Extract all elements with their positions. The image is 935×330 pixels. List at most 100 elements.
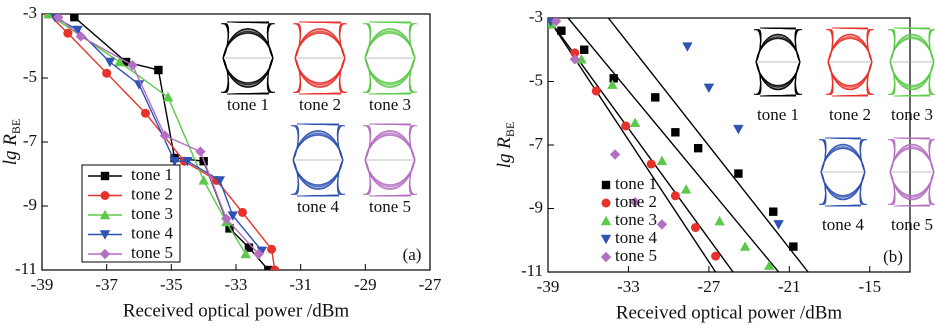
legend-marker bbox=[601, 235, 611, 244]
eye-diagram bbox=[363, 124, 417, 196]
marker bbox=[647, 160, 656, 169]
marker bbox=[789, 242, 797, 250]
eye-diagram bbox=[888, 28, 935, 96]
inset-label: tone 2 bbox=[829, 105, 871, 124]
marker bbox=[657, 219, 667, 229]
marker bbox=[714, 216, 724, 225]
fit-line bbox=[568, 18, 778, 272]
inset-label: tone 1 bbox=[757, 105, 799, 124]
marker bbox=[711, 252, 720, 261]
y-tick-label: -11 bbox=[521, 261, 543, 280]
marker bbox=[740, 241, 750, 250]
inset-label: tone 3 bbox=[369, 95, 411, 114]
marker bbox=[609, 74, 617, 82]
marker bbox=[671, 191, 680, 200]
y-axis-title-sub: BE bbox=[9, 119, 23, 134]
marker bbox=[592, 87, 601, 96]
legend-marker bbox=[101, 191, 110, 200]
x-tick-label: -27 bbox=[419, 275, 442, 294]
marker bbox=[694, 144, 702, 152]
panel-label: (b) bbox=[883, 247, 903, 266]
eye-diagram bbox=[293, 22, 347, 94]
legend-label: tone 4 bbox=[131, 223, 174, 242]
marker bbox=[141, 109, 150, 118]
marker bbox=[671, 128, 679, 136]
marker bbox=[733, 125, 743, 134]
marker bbox=[681, 184, 691, 193]
y-axis-title-main: lg R bbox=[494, 137, 515, 169]
marker bbox=[657, 156, 667, 165]
marker bbox=[195, 146, 205, 156]
marker bbox=[704, 84, 714, 93]
y-axis-title-main: lg R bbox=[0, 134, 21, 166]
inset-label: tone 3 bbox=[891, 105, 933, 124]
y-tick-label: -3 bbox=[529, 7, 543, 26]
x-axis-title: Received optical power /dBm bbox=[616, 302, 843, 323]
marker bbox=[557, 27, 565, 35]
legend-label: tone 4 bbox=[615, 228, 658, 247]
plot-area bbox=[545, 16, 808, 272]
inset-label: tone 5 bbox=[369, 197, 411, 216]
legend-marker bbox=[601, 216, 611, 225]
inset-label: tone 1 bbox=[227, 95, 269, 114]
y-axis-title: lg RBE bbox=[494, 122, 516, 168]
legend-label: tone 1 bbox=[131, 165, 173, 184]
legend-label: tone 5 bbox=[131, 243, 173, 262]
marker bbox=[267, 245, 276, 254]
eye-diagram bbox=[826, 28, 874, 96]
marker bbox=[621, 121, 630, 130]
marker bbox=[238, 208, 247, 217]
marker bbox=[580, 46, 588, 54]
eye-diagram bbox=[291, 124, 345, 196]
marker bbox=[102, 69, 111, 78]
legend-marker bbox=[602, 199, 611, 208]
legend-label: tone 3 bbox=[131, 204, 173, 223]
y-axis-title-sub: BE bbox=[503, 122, 517, 137]
marker bbox=[734, 169, 742, 177]
marker bbox=[163, 92, 173, 101]
y-tick-label: -11 bbox=[15, 259, 37, 278]
legend-label: tone 2 bbox=[615, 192, 657, 211]
legend-marker bbox=[601, 252, 611, 262]
x-tick-label: -29 bbox=[354, 275, 377, 294]
eye-diagram bbox=[819, 138, 867, 206]
marker bbox=[630, 118, 640, 127]
x-tick-label: -27 bbox=[698, 277, 721, 296]
eye-diagram bbox=[221, 22, 275, 94]
legend-label: tone 3 bbox=[615, 210, 657, 229]
marker bbox=[270, 266, 279, 275]
eye-diagram bbox=[754, 28, 802, 96]
marker bbox=[773, 220, 783, 229]
inset-label: tone 2 bbox=[299, 95, 341, 114]
marker bbox=[610, 149, 620, 159]
x-tick-label: -21 bbox=[778, 277, 801, 296]
marker bbox=[154, 66, 162, 74]
y-tick-label: -3 bbox=[23, 3, 37, 22]
x-tick-label: -35 bbox=[160, 275, 183, 294]
y-tick-label: -7 bbox=[529, 134, 544, 153]
x-tick-label: -33 bbox=[225, 275, 248, 294]
x-tick-label: -15 bbox=[858, 277, 881, 296]
x-tick-label: -37 bbox=[95, 275, 118, 294]
marker bbox=[651, 93, 659, 101]
marker bbox=[70, 13, 78, 21]
legend-label: tone 1 bbox=[615, 174, 657, 193]
eye-diagram bbox=[363, 22, 417, 94]
x-tick-label: -31 bbox=[289, 275, 312, 294]
y-axis-title: lg RBE bbox=[0, 119, 22, 165]
y-tick-label: -9 bbox=[529, 197, 543, 216]
legend-marker bbox=[101, 172, 109, 180]
x-tick-label: -33 bbox=[617, 277, 640, 296]
page: -39-37-35-33-31-29-27-3-5-7-9-11Received… bbox=[0, 0, 935, 330]
inset-label: tone 4 bbox=[297, 197, 340, 216]
legend-label: tone 2 bbox=[131, 184, 173, 203]
legend-label: tone 5 bbox=[615, 246, 657, 265]
x-axis-title: Received optical power /dBm bbox=[123, 300, 350, 321]
inset-label: tone 5 bbox=[891, 215, 933, 234]
eye-diagram bbox=[888, 138, 935, 206]
y-tick-label: -9 bbox=[23, 195, 37, 214]
legend-marker bbox=[602, 181, 610, 189]
marker bbox=[691, 223, 700, 232]
y-tick-label: -5 bbox=[23, 67, 37, 86]
marker bbox=[105, 58, 115, 67]
